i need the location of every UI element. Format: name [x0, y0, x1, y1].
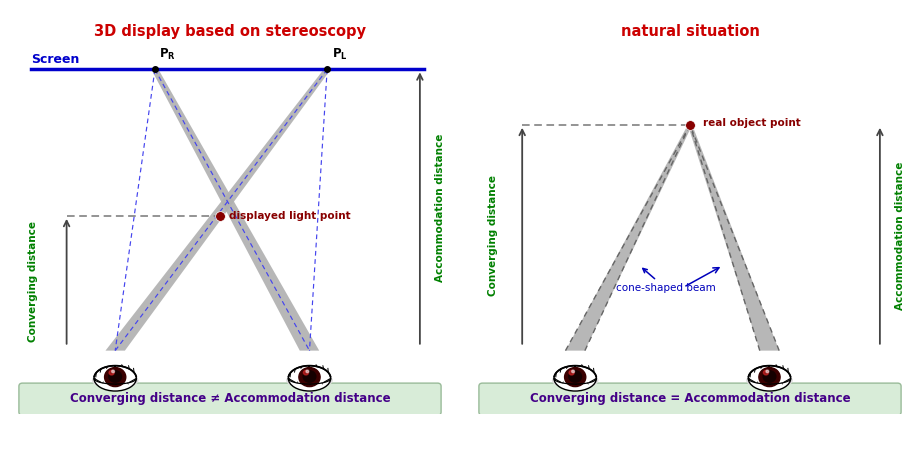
Text: Converging distance: Converging distance — [488, 176, 498, 296]
Circle shape — [564, 368, 585, 387]
Polygon shape — [152, 69, 319, 351]
Text: $\mathbf{P_L}$: $\mathbf{P_L}$ — [331, 47, 346, 63]
Circle shape — [762, 371, 775, 382]
Circle shape — [763, 370, 767, 375]
Circle shape — [109, 370, 114, 375]
Ellipse shape — [92, 371, 139, 389]
Circle shape — [303, 370, 308, 375]
Circle shape — [299, 368, 320, 387]
Polygon shape — [106, 69, 330, 351]
Circle shape — [306, 370, 309, 373]
FancyBboxPatch shape — [479, 383, 900, 415]
Ellipse shape — [747, 366, 789, 391]
Polygon shape — [687, 125, 778, 351]
Ellipse shape — [745, 371, 792, 389]
Text: natural situation: natural situation — [620, 24, 758, 39]
Polygon shape — [565, 125, 691, 351]
Circle shape — [569, 370, 573, 375]
Text: displayed light point: displayed light point — [229, 211, 350, 221]
Circle shape — [758, 368, 779, 387]
Text: Accommodation distance: Accommodation distance — [435, 134, 444, 282]
Circle shape — [105, 368, 126, 387]
Ellipse shape — [553, 366, 596, 391]
FancyBboxPatch shape — [19, 383, 440, 415]
Text: Converging distance = Accommodation distance: Converging distance = Accommodation dist… — [529, 392, 849, 405]
Circle shape — [108, 371, 121, 382]
Text: Converging distance ≠ Accommodation distance: Converging distance ≠ Accommodation dist… — [70, 392, 390, 405]
Text: Accommodation distance: Accommodation distance — [894, 162, 903, 310]
Circle shape — [571, 370, 573, 373]
Circle shape — [111, 370, 114, 373]
Text: Screen: Screen — [31, 53, 80, 66]
Text: 3D display based on stereoscopy: 3D display based on stereoscopy — [94, 24, 366, 39]
Circle shape — [766, 370, 768, 373]
Circle shape — [568, 371, 581, 382]
Ellipse shape — [286, 371, 333, 389]
Text: real object point: real object point — [702, 118, 800, 128]
Ellipse shape — [551, 371, 598, 389]
Text: $\mathbf{P_R}$: $\mathbf{P_R}$ — [159, 47, 176, 63]
Text: Converging distance: Converging distance — [28, 221, 39, 342]
Circle shape — [302, 371, 315, 382]
Ellipse shape — [288, 366, 330, 391]
Ellipse shape — [94, 366, 136, 391]
Text: cone-shaped beam: cone-shaped beam — [615, 269, 715, 293]
